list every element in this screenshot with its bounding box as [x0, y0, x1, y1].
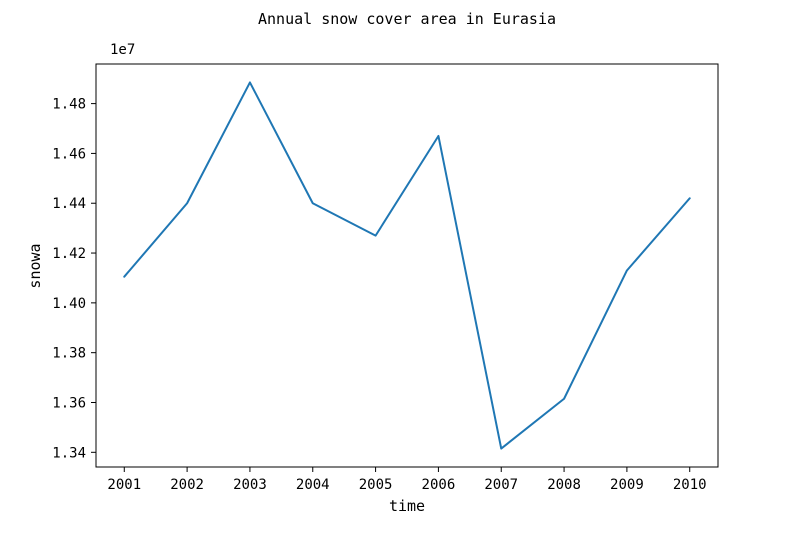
x-tick-label: 2005 — [359, 477, 393, 493]
y-tick-label: 1.48 — [52, 97, 86, 113]
y-tick-label: 1.38 — [52, 346, 86, 362]
y-tick-label: 1.36 — [52, 395, 86, 411]
x-tick-label: 2002 — [170, 477, 204, 493]
x-tick-label: 2003 — [233, 477, 267, 493]
x-tick-label: 2001 — [107, 477, 141, 493]
axes-frame — [95, 63, 719, 468]
x-tick-label: 2010 — [673, 477, 707, 493]
x-tick-label: 2004 — [296, 477, 330, 493]
x-tick-label: 2008 — [547, 477, 581, 493]
x-tick-label: 2009 — [610, 477, 644, 493]
y-axis-label: snowa — [26, 243, 44, 288]
y-tick-label: 1.46 — [52, 146, 86, 162]
y-axis-offset-label: 1e7 — [110, 42, 135, 58]
x-tick-label: 2007 — [484, 477, 518, 493]
y-tick-label: 1.34 — [52, 445, 86, 461]
y-tick-label: 1.40 — [52, 296, 86, 312]
x-tick-label: 2006 — [422, 477, 456, 493]
y-tick-label: 1.42 — [52, 246, 86, 262]
x-axis-label: time — [389, 497, 425, 515]
data-series-line — [123, 81, 691, 450]
plot-area: 2001 2002 2003 2004 2005 2006 2007 2008 2009 2010… — [52, 63, 719, 493]
y-tick-label: 1.44 — [52, 196, 86, 212]
chart-title: Annual snow cover area in Eurasia — [258, 10, 556, 28]
